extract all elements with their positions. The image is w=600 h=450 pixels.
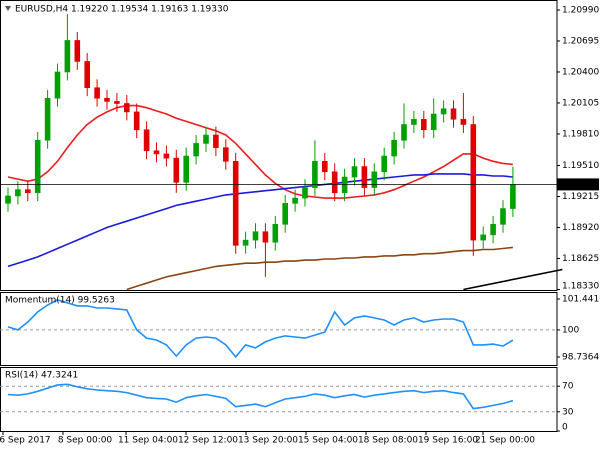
candle-body [272,224,279,243]
candle-body [401,124,407,141]
y-tick-label: 70 [562,382,574,392]
candle-body [450,108,457,120]
current-price-tag [557,178,599,191]
y-tick-label: 1.18330 [562,282,599,292]
candle-body [153,150,160,155]
candle-body [361,166,368,188]
candle-body [411,118,417,125]
moving-average [126,246,513,291]
candle-body [163,153,170,159]
candle-body [124,103,130,113]
candle-body [341,176,348,194]
indicator-line [7,299,514,359]
y-tick-label: 100 [562,325,579,335]
candle-body [104,97,110,102]
panel-frame [0,292,558,366]
candle-body [223,147,229,162]
candle-body [480,234,487,241]
y-tick-label: 1.20990 [562,5,599,15]
y-tick-label: 1.19215 [562,192,599,202]
candle-body [371,171,378,188]
candle-body [510,184,516,209]
x-tick-label: 13 Sep 20:00 [238,436,298,446]
candle-body [321,160,328,173]
candle-body [381,155,388,173]
x-tick-label: 19 Sep 16:00 [418,436,478,446]
candle-body [391,139,397,157]
moving-average [7,173,513,268]
candle-body [213,134,219,148]
candle-body [44,97,51,141]
trend-line [463,268,563,291]
candle-body [232,160,239,246]
candle-body [292,197,298,204]
candle-body [242,239,249,246]
candle-body [420,118,427,131]
candle-body [203,134,209,144]
candle-body [133,111,140,131]
current-price-label: 1.19330 [561,180,598,190]
candle-body [252,231,259,241]
x-tick-label: 6 Sep 2017 [0,436,51,446]
x-tick-label: 21 Sep 00:00 [475,436,535,446]
panel-frame [0,367,558,432]
candle-body [24,189,31,194]
x-tick-label: 8 Sep 00:00 [58,436,113,446]
panel-title: RSI(14) 47.3241 [5,371,78,381]
y-tick-label: 0 [562,423,568,433]
candle-body [440,108,447,115]
candle-body [84,61,90,89]
candle-body [183,155,189,183]
y-tick-label: 101.4419 [562,295,600,305]
candle-body [193,143,199,157]
candle-body [430,113,437,131]
candle-body [312,160,318,188]
candle-body [331,171,338,194]
candle-body [173,157,180,183]
candle-body [114,101,120,104]
candle-body [470,124,477,241]
candle-body [94,87,100,99]
candle-body [64,40,71,73]
y-tick-label: 98.7364 [562,352,599,362]
x-tick-label: 11 Sep 04:00 [118,436,178,446]
x-tick-label: 15 Sep 04:00 [298,436,358,446]
symbol-icon [5,6,11,11]
candle-body [15,189,21,197]
candle-body [460,118,467,125]
y-tick-label: 1.18625 [562,254,599,264]
candle-body [302,187,308,199]
y-tick-label: 1.19810 [562,129,599,139]
candle-body [5,195,11,204]
chart-title: EURUSD,H4 1.19220 1.19534 1.19163 1.1933… [15,5,229,15]
panel-title: Momentum(14) 99.5263 [5,296,115,306]
y-tick-label: 1.20695 [562,36,599,46]
candle-body [143,129,150,152]
y-tick-label: 1.19510 [562,161,599,171]
candle-body [74,40,81,62]
candle-body [490,224,496,236]
y-tick-label: 1.18920 [562,223,599,233]
indicator-line [7,383,514,410]
candle-body [34,139,41,194]
panel-frame [0,0,558,291]
candle-body [54,71,61,99]
y-tick-label: 30 [562,407,574,417]
y-tick-label: 1.20400 [562,67,599,77]
candle-body [262,231,269,243]
x-tick-label: 12 Sep 12:00 [178,436,238,446]
candle-body [282,203,289,225]
x-tick-label: 18 Sep 08:00 [358,436,418,446]
candle-body [500,208,506,225]
candle-body [351,166,358,178]
y-tick-label: 1.20105 [562,98,599,108]
